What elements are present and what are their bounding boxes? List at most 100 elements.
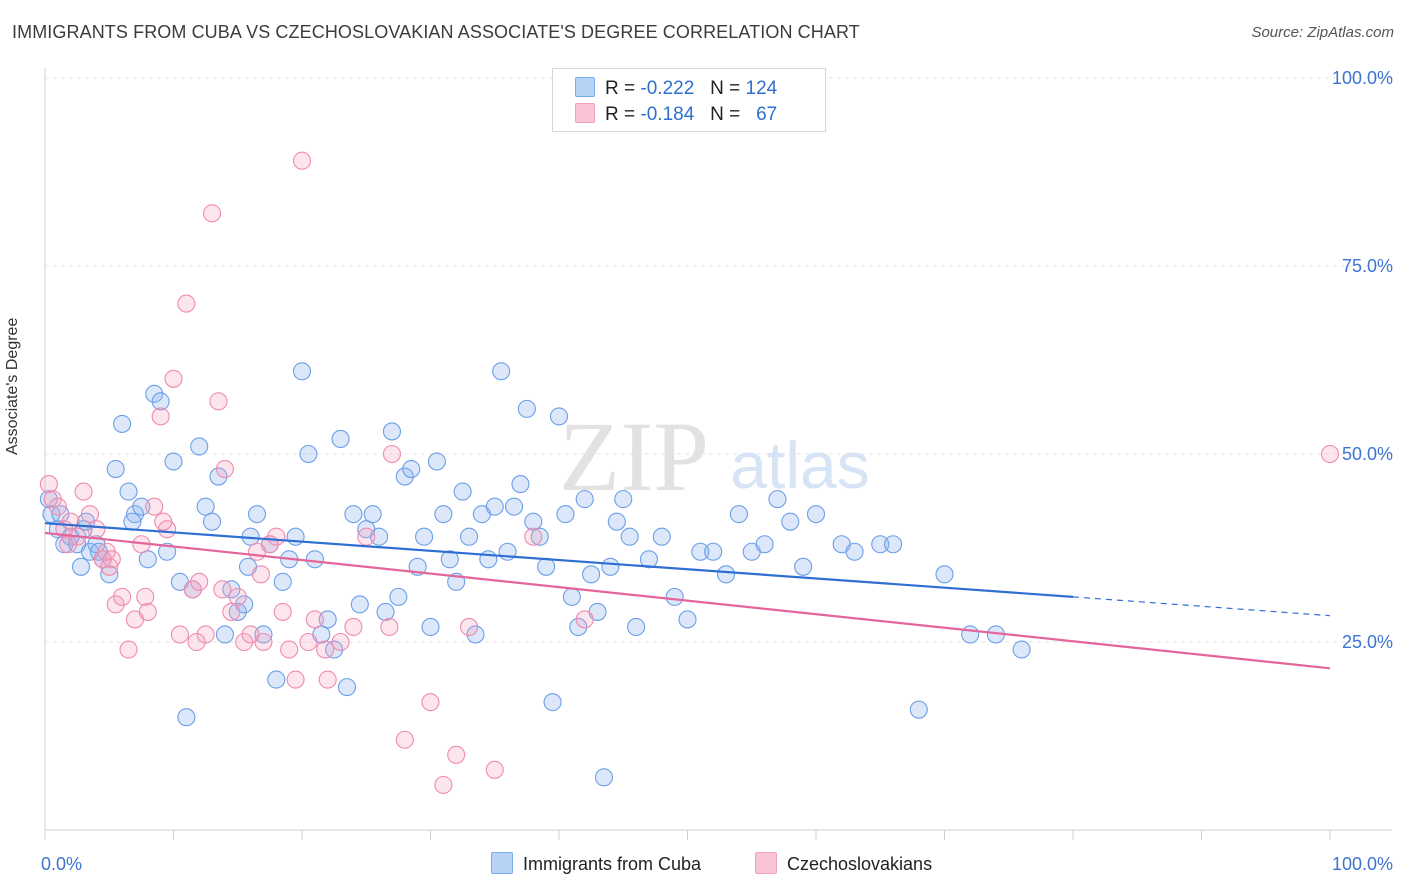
watermark: ZIP atlas xyxy=(559,401,870,512)
point-cuba xyxy=(344,505,363,524)
tick-labels: 100.0% 75.0% 50.0% 25.0% 0.0% 100.0% xyxy=(41,68,1393,874)
point-cuba xyxy=(125,505,144,524)
point-cuba xyxy=(620,527,639,546)
point-cuba xyxy=(267,670,286,689)
point-czech xyxy=(80,505,100,524)
point-cuba xyxy=(569,617,588,637)
point-czech xyxy=(151,407,170,426)
point-cuba xyxy=(138,550,157,569)
point-cuba xyxy=(382,422,402,441)
point-czech xyxy=(434,775,453,794)
point-czech xyxy=(485,760,504,779)
point-czech xyxy=(48,497,67,516)
point-cuba xyxy=(158,542,177,561)
point-czech xyxy=(213,580,232,599)
point-czech xyxy=(177,294,196,313)
point-cuba xyxy=(884,535,903,554)
point-cuba xyxy=(177,708,196,727)
point-cuba xyxy=(768,490,787,509)
point-cuba xyxy=(370,527,389,546)
y-tick-label: 50.0% xyxy=(1342,444,1393,464)
legend-swatch-cuba xyxy=(575,77,595,97)
point-cuba xyxy=(794,557,813,576)
point-cuba xyxy=(427,452,446,471)
point-cuba xyxy=(517,399,536,418)
stats-legend: R = -0.222 N = 124 R = -0.184 N = 67 xyxy=(552,68,826,132)
point-cuba xyxy=(190,437,209,456)
point-cuba xyxy=(524,512,543,531)
point-cuba xyxy=(537,557,556,576)
point-cuba xyxy=(704,542,723,561)
point-cuba xyxy=(562,587,581,606)
point-czech xyxy=(254,632,273,652)
point-cuba xyxy=(614,490,633,509)
y-tick-label: 100.0% xyxy=(1332,68,1393,88)
point-cuba xyxy=(1012,640,1031,659)
axes xyxy=(44,68,1392,840)
legend-n-value-czech: 67 xyxy=(756,104,778,125)
point-czech xyxy=(215,459,234,479)
point-cuba xyxy=(909,700,928,719)
legend-swatch-cuba-bottom xyxy=(491,852,513,874)
point-cuba xyxy=(665,587,684,606)
point-cuba xyxy=(389,587,408,606)
point-cuba xyxy=(806,505,826,524)
legend-n-label: N = xyxy=(710,104,741,125)
watermark-zip: ZIP xyxy=(559,401,709,512)
legend-r-label: R = xyxy=(605,78,636,99)
point-czech xyxy=(87,520,106,539)
point-cuba xyxy=(511,475,530,494)
point-czech xyxy=(331,632,350,652)
point-czech xyxy=(380,617,399,637)
legend-swatch-czech-bottom xyxy=(755,852,777,874)
point-cuba xyxy=(254,625,273,644)
point-czech xyxy=(113,587,132,606)
legend-swatch-czech xyxy=(575,103,595,123)
point-cuba xyxy=(331,429,350,449)
point-cuba xyxy=(652,527,671,546)
point-cuba xyxy=(215,625,234,644)
point-cuba xyxy=(106,459,125,479)
point-czech xyxy=(235,632,254,652)
trend-lines xyxy=(44,522,1331,670)
point-czech xyxy=(209,392,228,411)
point-czech xyxy=(222,602,241,621)
point-cuba xyxy=(845,542,864,561)
point-cuba xyxy=(203,512,222,531)
point-czech xyxy=(318,670,337,689)
point-czech xyxy=(344,617,363,637)
point-cuba xyxy=(209,467,228,486)
point-czech xyxy=(305,610,324,629)
point-cuba xyxy=(145,384,164,403)
point-czech xyxy=(154,512,173,531)
point-czech xyxy=(447,745,466,764)
trend-line-cuba xyxy=(44,522,1074,598)
point-cuba xyxy=(337,678,357,697)
point-cuba xyxy=(363,505,382,524)
point-czech xyxy=(524,527,543,546)
point-czech xyxy=(164,369,183,388)
point-cuba xyxy=(247,505,267,524)
point-czech xyxy=(382,444,402,464)
y-tick-label: 25.0% xyxy=(1342,632,1393,652)
x-tick-label-max: 100.0% xyxy=(1332,854,1393,874)
point-cuba xyxy=(100,565,119,584)
legend-r-value-cuba: -0.222 xyxy=(640,78,695,99)
point-cuba xyxy=(132,497,151,516)
legend-label-czech: Czechoslovakians xyxy=(787,854,933,874)
point-cuba xyxy=(781,512,800,531)
point-cuba xyxy=(305,550,324,569)
point-cuba xyxy=(755,535,774,554)
point-cuba xyxy=(318,610,337,629)
point-czech xyxy=(138,602,157,621)
point-czech xyxy=(280,640,299,659)
point-czech xyxy=(59,535,78,554)
point-czech xyxy=(74,482,93,501)
point-cuba xyxy=(492,362,511,381)
point-cuba xyxy=(530,527,549,546)
source-label: Source: ZipAtlas.com xyxy=(1251,24,1394,41)
point-cuba xyxy=(228,602,247,621)
point-cuba xyxy=(434,505,453,524)
point-cuba xyxy=(196,497,215,516)
point-czech xyxy=(1320,444,1340,464)
